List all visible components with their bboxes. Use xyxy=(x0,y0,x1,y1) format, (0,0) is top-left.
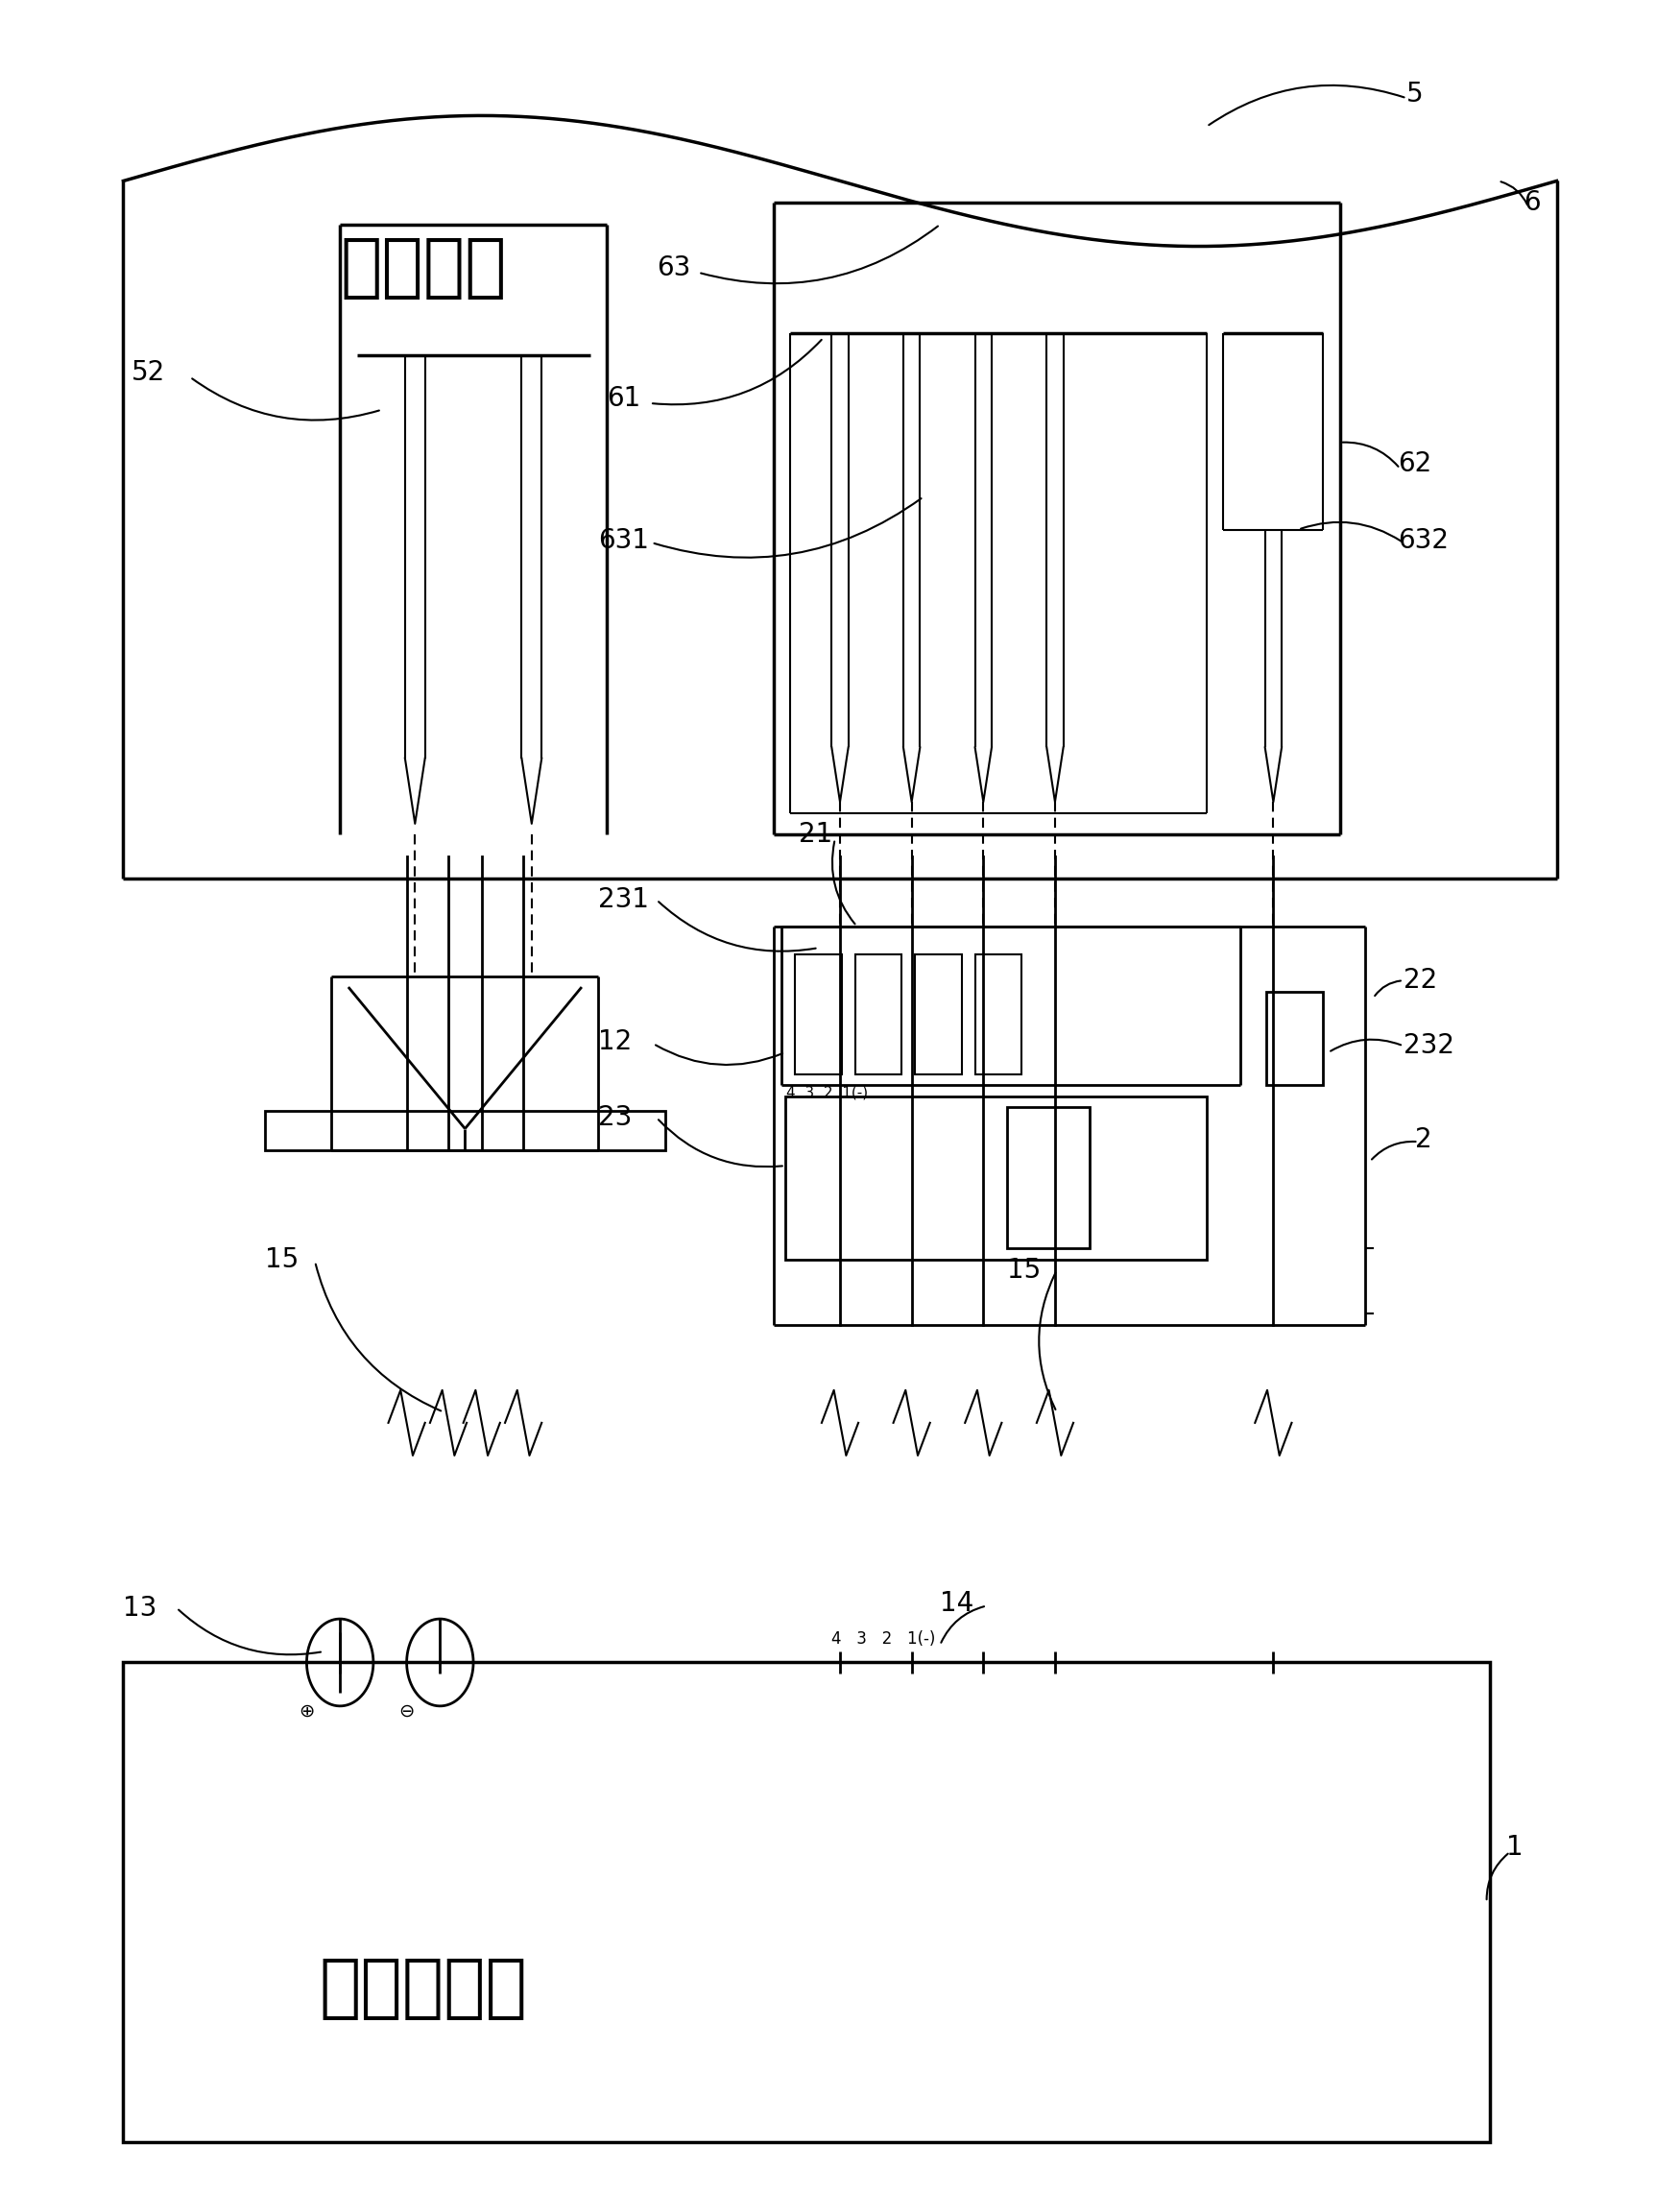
Text: 4   3   2   1(-): 4 3 2 1(-) xyxy=(832,1631,936,1646)
Text: 6: 6 xyxy=(1524,189,1541,217)
Bar xyxy=(1006,1107,1090,1249)
Bar xyxy=(265,1111,665,1151)
Bar xyxy=(974,954,1021,1074)
Text: 62: 62 xyxy=(1398,452,1431,478)
Text: 52: 52 xyxy=(131,359,166,386)
Text: 23: 23 xyxy=(598,1105,632,1131)
Text: 61: 61 xyxy=(606,386,640,412)
Text: 可充电电池: 可充电电池 xyxy=(319,1955,528,2023)
Bar xyxy=(1267,991,1324,1085)
Text: 22: 22 xyxy=(1403,967,1436,993)
Bar xyxy=(795,954,842,1074)
Text: 15: 15 xyxy=(1006,1256,1040,1285)
Text: 63: 63 xyxy=(657,254,690,281)
Bar xyxy=(785,1096,1206,1260)
Text: 1: 1 xyxy=(1507,1835,1524,1861)
Text: 5: 5 xyxy=(1406,81,1423,107)
Text: 232: 232 xyxy=(1403,1032,1455,1059)
Text: 充电装置: 充电装置 xyxy=(339,235,507,300)
Text: 631: 631 xyxy=(598,526,648,555)
Bar xyxy=(123,1662,1490,2142)
Text: 632: 632 xyxy=(1398,526,1450,555)
Text: 15: 15 xyxy=(265,1245,299,1274)
Text: 231: 231 xyxy=(598,886,648,914)
Text: 4  3  2  1(-): 4 3 2 1(-) xyxy=(786,1085,869,1100)
Text: 2: 2 xyxy=(1415,1127,1431,1153)
Bar xyxy=(916,954,961,1074)
Text: ⊖: ⊖ xyxy=(398,1703,415,1721)
Text: 21: 21 xyxy=(798,822,832,848)
Text: 12: 12 xyxy=(598,1028,632,1054)
Text: 14: 14 xyxy=(941,1589,974,1618)
Bar xyxy=(855,954,902,1074)
Text: ⊕: ⊕ xyxy=(299,1703,314,1721)
Text: 13: 13 xyxy=(123,1594,158,1622)
